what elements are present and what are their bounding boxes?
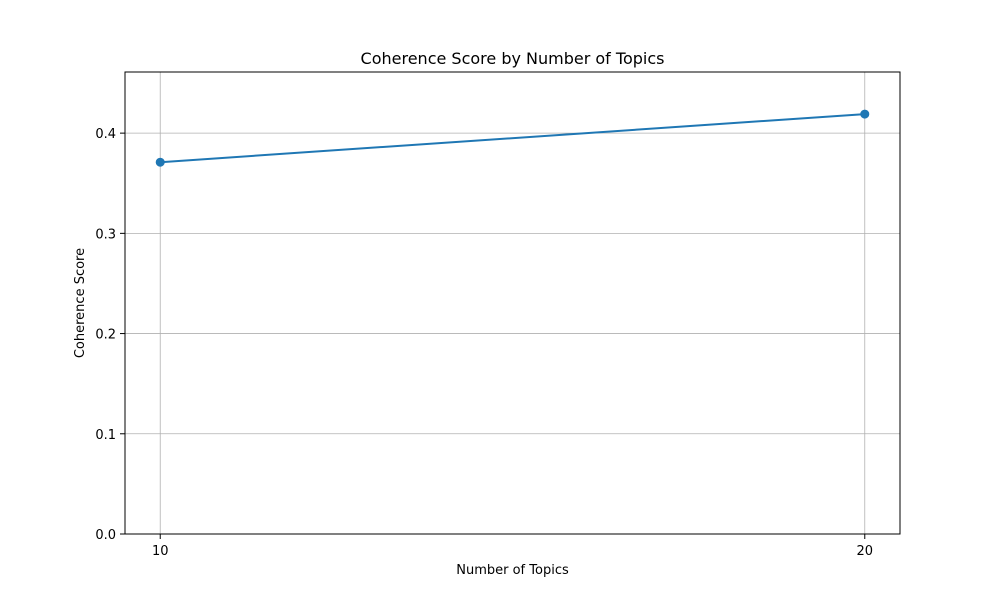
y-axis-label: Coherence Score xyxy=(73,248,88,358)
plot-area xyxy=(124,71,901,535)
data-point xyxy=(860,109,870,119)
ticks: 10 20 0.0 0.1 0.2 0.3 0.4 xyxy=(95,127,873,559)
series-line xyxy=(160,113,865,164)
x-tick-label: 20 xyxy=(856,544,873,559)
data-point xyxy=(155,157,165,167)
x-tick-label: 10 xyxy=(152,544,169,559)
series-layer xyxy=(155,109,870,167)
y-tick-label: 0.1 xyxy=(95,428,116,443)
chart-title: Coherence Score by Number of Topics xyxy=(361,49,665,68)
y-tick-label: 0.2 xyxy=(95,328,116,343)
y-tick-label: 0.3 xyxy=(95,227,116,242)
x-axis-label: Number of Topics xyxy=(456,563,569,578)
y-tick-label: 0.0 xyxy=(95,528,116,543)
y-tick-label: 0.4 xyxy=(95,127,116,142)
grid xyxy=(125,72,900,534)
